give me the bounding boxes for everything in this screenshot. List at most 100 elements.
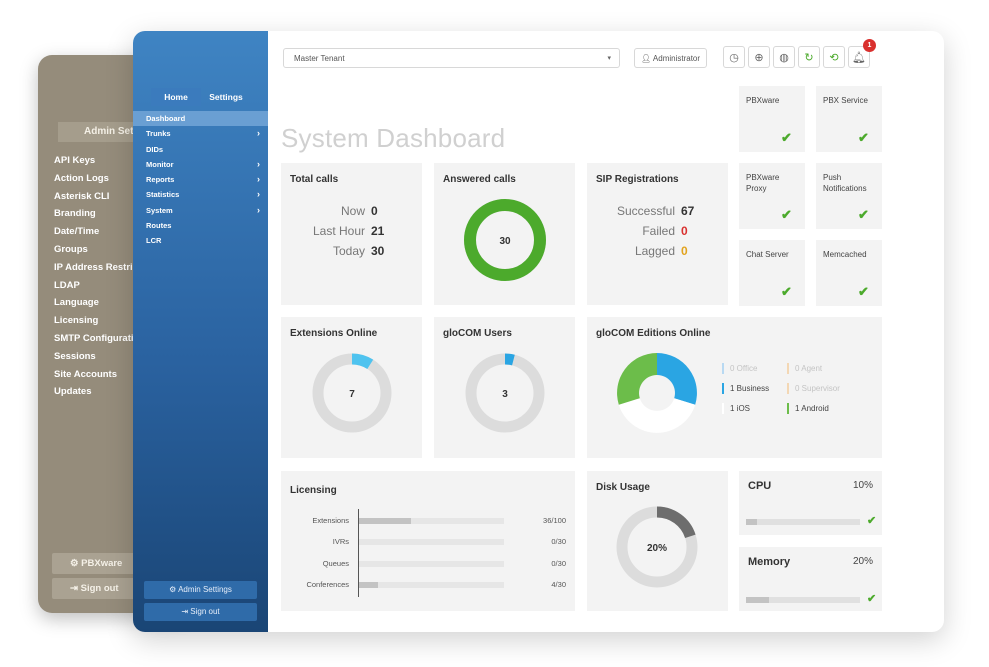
sidebar-item-lcr[interactable]: LCR — [146, 236, 162, 246]
license-bar-fill — [359, 582, 379, 588]
admin-settings-button[interactable]: ⚙ Admin Settings — [144, 581, 257, 599]
check-icon: ✔ — [858, 284, 869, 299]
sidebar-tabs: Home Settings — [151, 88, 251, 106]
cpu-card: CPU 10% ✔ — [739, 471, 882, 535]
donut-slice-android — [617, 353, 657, 405]
ring-value: 3 — [502, 389, 508, 400]
licensing-axis — [358, 509, 359, 597]
license-row-ivrs: IVRs 0/30 — [332, 537, 566, 546]
user-button[interactable]: 👤︎ Administrator — [634, 48, 707, 68]
license-bar-track — [359, 582, 504, 588]
chevron-right-icon: › — [257, 174, 260, 185]
tab-home[interactable]: Home — [151, 88, 201, 106]
check-icon: ✔ — [781, 130, 792, 145]
admin-item[interactable]: Branding — [54, 208, 96, 220]
check-icon: ✔ — [781, 284, 792, 299]
donut-slice-business — [657, 353, 697, 405]
admin-item[interactable]: LDAP — [54, 279, 80, 291]
stat-last-hour: Last Hour 21 — [312, 224, 385, 238]
sidebar-item-trunks[interactable]: Trunks › — [133, 126, 268, 141]
gear-icon: ⚙ — [70, 558, 82, 569]
license-bar-track — [359, 518, 504, 524]
extensions-online-card: Extensions Online 7 — [281, 317, 422, 458]
editions-donut — [617, 353, 697, 433]
admin-item[interactable]: IP Address Restrictions — [54, 261, 161, 273]
ring-fill — [464, 199, 546, 281]
legend-office: 0 Office — [722, 363, 757, 374]
refresh-icon[interactable]: ↻ — [798, 46, 820, 68]
extensions-ring: 7 — [312, 353, 392, 433]
tenant-select[interactable]: Master Tenant ▾ — [283, 48, 620, 68]
caret-down-icon: ▾ — [607, 55, 611, 62]
sidebar-item-statistics[interactable]: Statistics › — [133, 187, 268, 202]
stat-now: Now 0 — [340, 204, 378, 218]
globe-icon[interactable]: ⊕ — [748, 46, 770, 68]
signout-icon: ⇥ — [181, 607, 191, 616]
admin-item[interactable]: Action Logs — [54, 172, 109, 184]
sidebar-item-reports[interactable]: Reports › — [133, 172, 268, 187]
sync-icon[interactable]: ⟲ — [823, 46, 845, 68]
disk-usage-ring: 20% — [616, 506, 698, 588]
admin-item[interactable]: Asterisk CLI — [54, 190, 110, 202]
admin-item[interactable]: Licensing — [54, 315, 99, 327]
service-card: PBX Service ✔ — [816, 86, 882, 152]
notification-badge: 1 — [863, 39, 876, 52]
admin-item[interactable]: Language — [54, 297, 99, 309]
stat-lagged: Lagged 0 — [634, 244, 688, 258]
ring-fill — [616, 506, 698, 588]
sidebar-item-monitor[interactable]: Monitor › — [133, 157, 268, 172]
admin-item[interactable]: Site Accounts — [54, 368, 117, 380]
chevron-right-icon: › — [257, 189, 260, 200]
legend-business: 1 Business — [722, 383, 769, 394]
stat-failed: Failed 0 — [642, 224, 688, 238]
chevron-right-icon: › — [257, 158, 260, 169]
tab-settings[interactable]: Settings — [209, 92, 243, 102]
check-icon: ✔ — [858, 130, 869, 145]
glocom-editions-card: gloCOM Editions Online 0 Office 0 Agent … — [587, 317, 882, 458]
check-icon: ✔ — [867, 515, 877, 527]
glocom-users-card: gloCOM Users 3 — [434, 317, 575, 458]
bell-icon[interactable]: 🔔︎ 1 — [848, 39, 876, 68]
user-icon: 👤︎ — [640, 54, 653, 63]
gear-icon: ⚙ — [169, 585, 179, 594]
admin-item[interactable]: Updates — [54, 386, 92, 398]
sidebar-menu: Dashboard Trunks › DIDs Monitor › Reports ›… — [133, 111, 268, 249]
sidebar-item-system[interactable]: System › — [133, 203, 268, 218]
license-row-queues: Queues 0/30 — [322, 559, 566, 568]
legend-android: 1 Android — [787, 403, 829, 414]
cpu-value: 10% — [852, 480, 873, 491]
stat-successful: Successful 67 — [616, 204, 695, 218]
total-calls-card: Total calls Now 0 Last Hour 21 Today 30 — [281, 163, 422, 305]
license-bar-track — [359, 561, 504, 567]
admin-item[interactable]: Sessions — [54, 350, 96, 362]
sidebar-item-dashboard[interactable]: Dashboard — [133, 111, 268, 127]
service-card: PBXware ✔ — [739, 86, 805, 152]
toolbar-icons: ◷ ⊕ ◍ ↻ ⟲ 🔔︎ 1 — [723, 39, 876, 68]
memory-value: 20% — [852, 556, 873, 567]
licensing-card: Licensing Extensions 36/100 IVRs 0/30 Qu… — [281, 471, 575, 611]
license-row-conferences: Conferences 4/30 — [306, 580, 566, 589]
answered-calls-card: Answered calls 30 — [434, 163, 575, 305]
signout-button[interactable]: ⇥ Sign out — [144, 603, 257, 621]
admin-item[interactable]: Date/Time — [54, 226, 100, 238]
service-card: Memcached ✔ — [816, 240, 882, 306]
main-window: Home Settings Dashboard Trunks › DIDs Mon… — [133, 31, 944, 632]
stat-today: Today 30 — [332, 244, 385, 258]
page-title: System Dashboard — [281, 123, 506, 153]
memory-bar-fill — [746, 597, 769, 603]
admin-item[interactable]: SMTP Configuration — [54, 332, 146, 344]
sidebar-item-routes[interactable]: Routes — [146, 221, 172, 231]
clock-icon[interactable]: ◷ — [723, 46, 745, 68]
admin-item[interactable]: Groups — [54, 243, 88, 255]
signout-icon: ⇥ — [70, 583, 81, 594]
world-icon[interactable]: ◍ — [773, 46, 795, 68]
donut-slice-ios — [618, 398, 696, 433]
service-card: Chat Server ✔ — [739, 240, 805, 306]
check-icon: ✔ — [858, 207, 869, 222]
ring-fill — [312, 353, 392, 433]
admin-item[interactable]: API Keys — [54, 155, 96, 166]
sidebar: Home Settings Dashboard Trunks › DIDs Mon… — [133, 31, 268, 632]
cpu-bar-fill — [746, 519, 758, 525]
sidebar-item-dids[interactable]: DIDs — [146, 144, 164, 154]
disk-usage-card: Disk Usage 20% — [587, 471, 728, 611]
